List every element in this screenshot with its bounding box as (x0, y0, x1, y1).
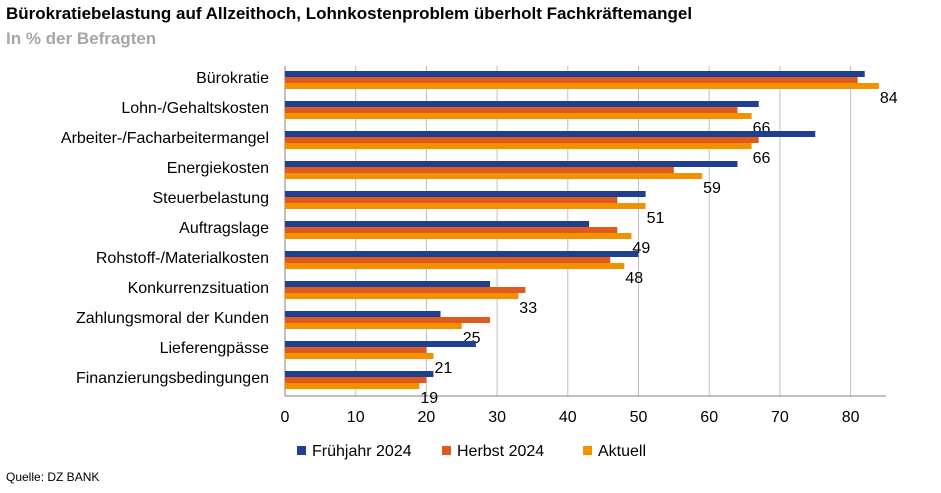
bar-fr-hjahr-2024 (285, 281, 491, 287)
x-tick-label: 30 (488, 409, 506, 426)
bar-herbst-2024 (285, 317, 491, 323)
bar-fr-hjahr-2024 (285, 191, 646, 197)
bar-aktuell (285, 143, 752, 149)
bar-herbst-2024 (285, 227, 618, 233)
x-tick-label: 10 (347, 409, 365, 426)
data-label: 21 (434, 360, 452, 377)
data-label: 59 (703, 180, 721, 197)
data-label: 48 (625, 270, 643, 287)
bar-herbst-2024 (285, 167, 674, 173)
category-label: Bürokratie (196, 70, 269, 87)
bar-herbst-2024 (285, 137, 759, 143)
bar-aktuell (285, 263, 625, 269)
bar-aktuell (285, 203, 646, 209)
bar-fr-hjahr-2024 (285, 101, 759, 107)
bar-herbst-2024 (285, 77, 858, 83)
legend-swatch (442, 446, 451, 455)
bar-fr-hjahr-2024 (285, 341, 476, 347)
category-label: Lohn-/Gehaltskosten (121, 100, 269, 117)
category-label: Steuerbelastung (152, 190, 269, 207)
data-label: 51 (647, 210, 665, 227)
data-label: 66 (753, 150, 771, 167)
bar-herbst-2024 (285, 257, 611, 263)
chart-title: Bürokratiebelastung auf Allzeithoch, Loh… (6, 4, 693, 23)
legend-label: Frühjahr 2024 (312, 443, 412, 460)
bar-fr-hjahr-2024 (285, 131, 816, 137)
x-tick-label: 60 (700, 409, 718, 426)
bar-herbst-2024 (285, 287, 526, 293)
category-label: Konkurrenzsituation (128, 280, 269, 297)
bar-fr-hjahr-2024 (285, 371, 434, 377)
category-label: Rohstoff-/Materialkosten (96, 250, 269, 267)
bar-herbst-2024 (285, 107, 738, 113)
category-label: Finanzierungsbedingungen (76, 370, 269, 387)
bar-herbst-2024 (285, 197, 618, 203)
legend-label: Aktuell (598, 443, 646, 460)
x-tick-label: 20 (418, 409, 436, 426)
bar-fr-hjahr-2024 (285, 161, 738, 167)
bar-aktuell (285, 173, 703, 179)
category-label: Arbeiter-/Facharbeitermangel (61, 130, 269, 147)
bar-aktuell (285, 383, 420, 389)
bar-fr-hjahr-2024 (285, 221, 590, 227)
category-label: Lieferengpässe (160, 340, 270, 357)
legend-swatch (297, 446, 306, 455)
x-tick-label: 40 (559, 409, 577, 426)
x-tick-label: 70 (771, 409, 789, 426)
category-label: Zahlungsmoral der Kunden (76, 310, 269, 327)
x-tick-label: 50 (630, 409, 648, 426)
legend-swatch (583, 446, 592, 455)
category-label: Auftragslage (179, 220, 269, 237)
bar-fr-hjahr-2024 (285, 311, 441, 317)
bar-aktuell (285, 83, 879, 89)
x-tick-label: 0 (281, 409, 290, 426)
legend-label: Herbst 2024 (457, 443, 544, 460)
chart-subtitle: In % der Befragten (6, 29, 157, 48)
category-label: Energiekosten (167, 160, 269, 177)
bar-aktuell (285, 353, 434, 359)
bar-aktuell (285, 233, 632, 239)
data-label: 84 (880, 90, 898, 107)
source-note: Quelle: DZ BANK (6, 470, 100, 484)
data-label: 19 (420, 390, 438, 407)
bar-aktuell (285, 323, 462, 329)
bar-herbst-2024 (285, 377, 427, 383)
bar-fr-hjahr-2024 (285, 251, 639, 257)
x-tick-label: 80 (842, 409, 860, 426)
data-label: 33 (519, 300, 537, 317)
bar-fr-hjahr-2024 (285, 71, 865, 77)
bar-herbst-2024 (285, 347, 427, 353)
bar-aktuell (285, 113, 752, 119)
bar-aktuell (285, 293, 519, 299)
